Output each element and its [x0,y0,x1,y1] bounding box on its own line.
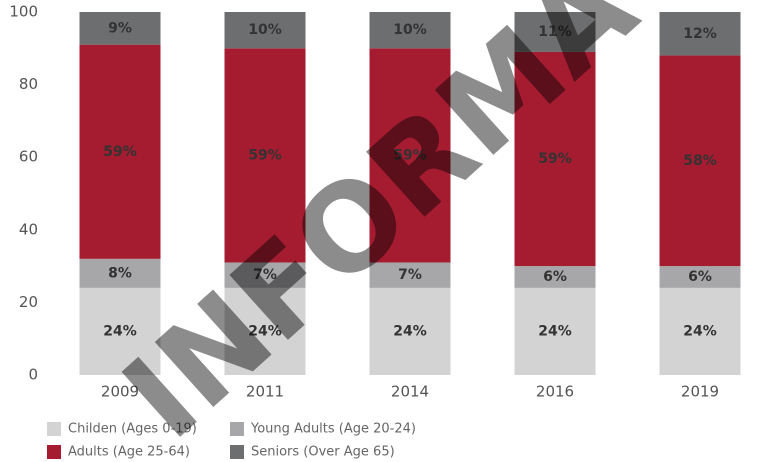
legend-label: Young Adults (Age 20-24) [250,422,416,437]
bar-segment [224,287,306,375]
legend-swatch [47,445,61,459]
bar-segment [369,12,451,49]
bar-segment [79,44,161,259]
data-label: 9% [108,20,132,36]
data-label: 10% [393,22,427,38]
data-label: 24% [683,323,717,339]
data-label: 8% [108,265,132,281]
legend-swatch [47,422,61,436]
y-tick-label: 0 [28,366,38,384]
bar-segment [659,266,741,288]
data-label: 59% [103,144,137,160]
bar-segment [659,287,741,375]
legend-swatch [230,445,244,459]
bar-segment [369,262,451,288]
data-label: 59% [538,151,572,167]
y-tick-label: 40 [19,220,38,238]
data-label: 59% [393,147,427,163]
y-tick-label: 80 [19,75,38,93]
data-label: 59% [248,147,282,163]
data-label: 24% [248,323,282,339]
data-label: 6% [543,269,567,285]
bar-segment [514,51,596,267]
bar-segment [224,262,306,288]
bar-segment [79,287,161,375]
data-label: 24% [538,323,572,339]
bar-segment [659,55,741,267]
bar-segment [514,266,596,288]
data-label: 11% [538,24,572,40]
legend-swatch [230,422,244,436]
legend-label: Adults (Age 25-64) [68,445,190,460]
bar-segment [79,12,161,45]
x-tick-label: 2019 [681,383,719,401]
bar-segment [224,48,306,263]
x-tick-label: 2011 [246,383,284,401]
bar-segment [224,12,306,49]
bar-segment [79,258,161,288]
legend-label: Childen (Ages 0-19) [68,422,197,437]
data-label: 24% [393,323,427,339]
x-tick-label: 2016 [536,383,574,401]
x-tick-label: 2009 [101,383,139,401]
bar-segment [514,12,596,52]
x-tick-label: 2014 [391,383,429,401]
bar-segment [514,287,596,375]
legend-label: Seniors (Over Age 65) [251,445,395,460]
y-tick-label: 60 [19,148,38,166]
data-label: 24% [103,323,137,339]
data-label: 7% [398,267,422,283]
bar-segment [369,287,451,375]
bar-segment [659,12,741,56]
bar-segment [369,48,451,263]
y-tick-label: 100 [9,3,38,21]
data-label: 12% [683,26,717,42]
data-label: 58% [683,153,717,169]
data-label: 10% [248,22,282,38]
y-tick-label: 20 [19,293,38,311]
data-label: 6% [688,269,712,285]
data-label: 7% [253,267,277,283]
